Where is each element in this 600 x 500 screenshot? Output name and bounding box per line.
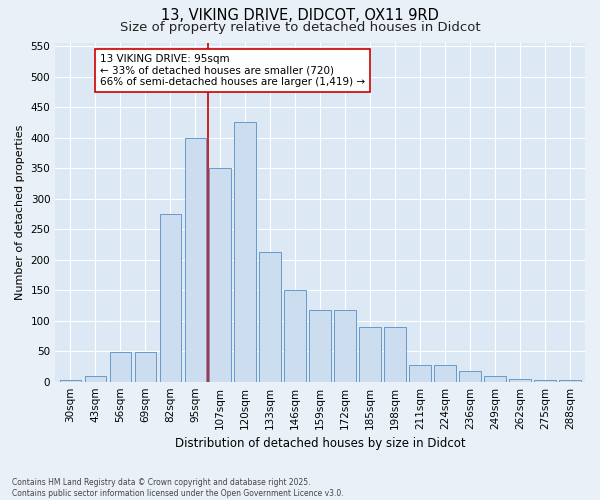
Bar bbox=[559, 380, 581, 382]
Bar bbox=[535, 380, 556, 382]
Text: Size of property relative to detached houses in Didcot: Size of property relative to detached ho… bbox=[119, 21, 481, 34]
Bar bbox=[160, 214, 181, 382]
Bar bbox=[59, 380, 81, 382]
Bar bbox=[434, 364, 455, 382]
Bar bbox=[334, 310, 356, 382]
Text: 13 VIKING DRIVE: 95sqm
← 33% of detached houses are smaller (720)
66% of semi-de: 13 VIKING DRIVE: 95sqm ← 33% of detached… bbox=[100, 54, 365, 87]
Bar bbox=[409, 364, 431, 382]
Bar bbox=[259, 252, 281, 382]
Bar bbox=[110, 352, 131, 382]
Text: 13, VIKING DRIVE, DIDCOT, OX11 9RD: 13, VIKING DRIVE, DIDCOT, OX11 9RD bbox=[161, 8, 439, 22]
Text: Contains HM Land Registry data © Crown copyright and database right 2025.
Contai: Contains HM Land Registry data © Crown c… bbox=[12, 478, 344, 498]
Bar bbox=[509, 378, 530, 382]
Bar bbox=[385, 327, 406, 382]
Bar bbox=[359, 327, 380, 382]
Bar bbox=[460, 372, 481, 382]
Bar bbox=[284, 290, 306, 382]
Bar bbox=[209, 168, 231, 382]
Bar bbox=[235, 122, 256, 382]
Bar bbox=[134, 352, 156, 382]
Y-axis label: Number of detached properties: Number of detached properties bbox=[15, 124, 25, 300]
Bar bbox=[310, 310, 331, 382]
X-axis label: Distribution of detached houses by size in Didcot: Distribution of detached houses by size … bbox=[175, 437, 466, 450]
Bar bbox=[484, 376, 506, 382]
Bar bbox=[185, 138, 206, 382]
Bar bbox=[85, 376, 106, 382]
